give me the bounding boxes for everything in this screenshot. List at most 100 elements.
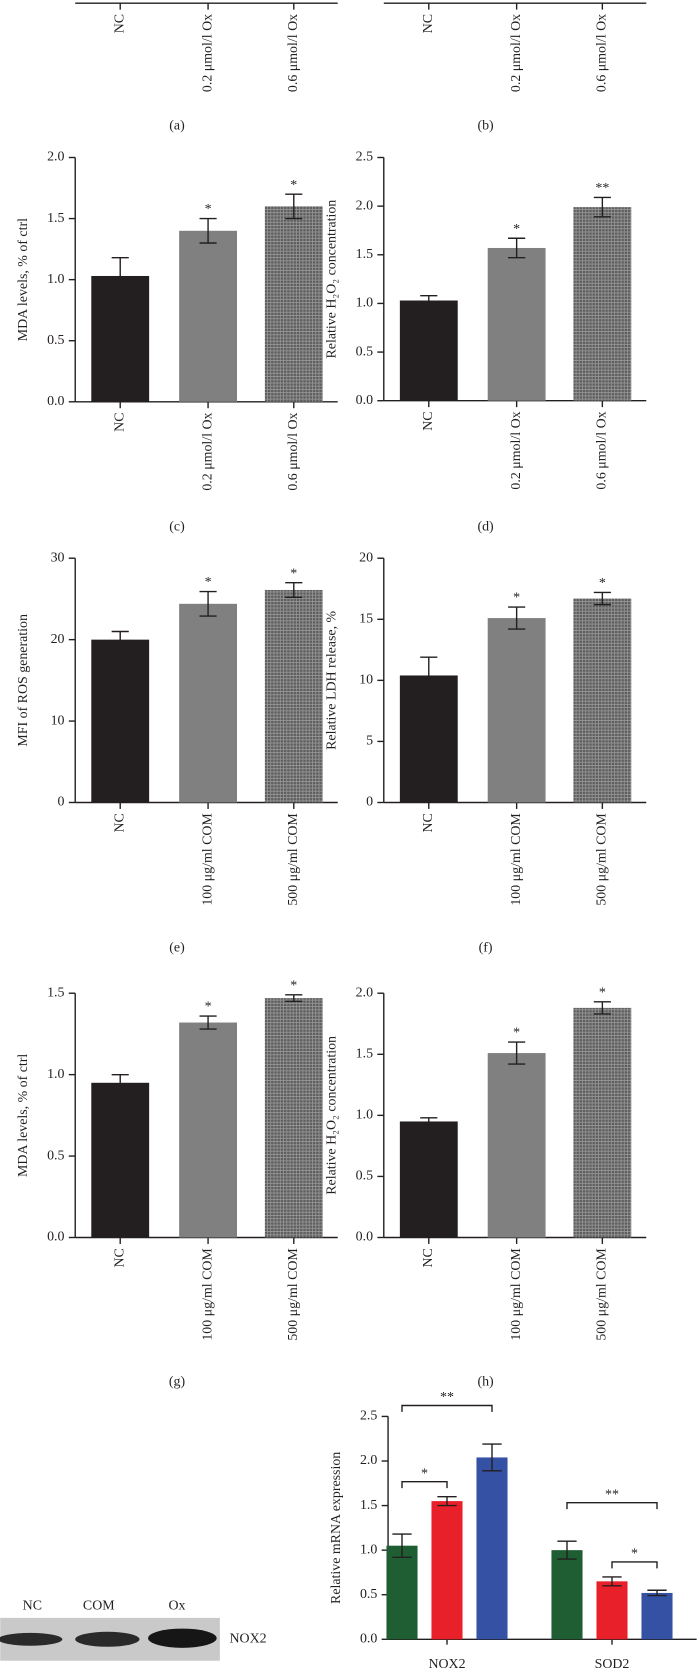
error-bar: [508, 606, 526, 630]
error-bar: [557, 1540, 577, 1560]
error-bar: [199, 217, 217, 244]
error-bar: [199, 1015, 217, 1030]
y-tick-label: 1.0: [360, 1542, 377, 1557]
error-bar: [593, 591, 611, 606]
y-tick-label: 30: [51, 550, 65, 565]
bar: [179, 230, 237, 402]
x-tick-label: 0.2 μmol/l Ox: [200, 412, 215, 490]
western-blot: [0, 1617, 220, 1661]
bar: [399, 675, 458, 803]
panel-label: (d): [477, 519, 494, 534]
error-bar: [508, 1041, 526, 1065]
bar: [91, 1082, 150, 1238]
bar: [487, 1053, 546, 1238]
x-tick-label: 0.2 μmol/l Ox: [509, 14, 524, 92]
significance-label: *: [513, 222, 520, 237]
x-tick-label: 500 μg/ml COM: [286, 1248, 301, 1340]
significance-label: *: [513, 1026, 520, 1041]
x-tick-label: 0.6 μmol/l Ox: [595, 14, 610, 92]
y-tick-label: 0.5: [47, 333, 64, 348]
error-bar: [602, 1576, 622, 1587]
bar: [399, 300, 458, 401]
error-bar: [285, 193, 303, 220]
x-tick-label: NOX2: [428, 1657, 465, 1672]
error-bar: [420, 656, 438, 695]
y-tick-label: 10: [359, 673, 373, 688]
x-tick-label: NC: [421, 14, 436, 33]
significance-label: **: [440, 1390, 454, 1405]
error-bar: [593, 1001, 611, 1015]
y-tick-label: 1.5: [47, 985, 64, 1000]
error-bar: [647, 1589, 667, 1597]
panel-label: (h): [477, 1374, 494, 1389]
y-tick-label: 2.5: [360, 1409, 377, 1424]
error-bar: [199, 590, 217, 617]
bar: [264, 206, 323, 402]
significance-bracket: [401, 1480, 448, 1489]
error-bar: [420, 1117, 438, 1126]
x-tick-label: 100 μg/ml COM: [200, 813, 215, 905]
error-bar: [392, 1533, 412, 1558]
x-tick-label: NC: [421, 1248, 436, 1267]
y-tick-label: 20: [51, 632, 65, 647]
error-bar: [482, 1443, 502, 1472]
error-bar: [285, 994, 303, 1003]
significance-bracket: [611, 1561, 658, 1569]
blot-lane-label: COM: [83, 1598, 115, 1613]
bar: [91, 639, 150, 803]
significance-bracket: [566, 1501, 658, 1510]
bar: [596, 1581, 628, 1640]
bar: [179, 603, 237, 803]
y-tick-label: 0.5: [47, 1148, 64, 1163]
x-tick-label: NC: [112, 813, 127, 832]
bar: [641, 1592, 673, 1640]
significance-label: *: [599, 985, 606, 1000]
x-tick-label: 500 μg/ml COM: [595, 1248, 610, 1340]
significance-bracket: [401, 1404, 493, 1412]
significance-label: *: [290, 178, 297, 193]
error-bar: [111, 630, 129, 649]
bar: [399, 1121, 458, 1238]
x-tick-label: 100 μg/ml COM: [509, 813, 524, 905]
y-tick-label: 1.0: [356, 1108, 373, 1123]
y-tick-label: 10: [51, 713, 65, 728]
significance-label: *: [421, 1466, 428, 1481]
y-tick-label: 0.5: [356, 344, 373, 359]
blot-lane-label: NC: [23, 1598, 42, 1613]
y-tick-label: 2.0: [360, 1453, 377, 1468]
error-bar: [285, 581, 303, 598]
x-tick-label: NC: [112, 413, 127, 432]
significance-label: **: [605, 1487, 619, 1502]
y-tick-label: 1.0: [47, 1067, 64, 1082]
y-tick-label: 0: [58, 795, 65, 810]
x-tick-label: 0.6 μmol/l Ox: [286, 14, 301, 92]
significance-label: *: [599, 576, 606, 591]
bar: [264, 998, 323, 1238]
y-tick-label: 0.0: [356, 1230, 373, 1245]
panel-label: (a): [169, 119, 185, 134]
y-tick-label: 0.0: [356, 393, 373, 408]
significance-label: *: [290, 978, 297, 993]
y-tick-label: 0.0: [360, 1631, 377, 1646]
x-tick-label: 100 μg/ml COM: [509, 1248, 524, 1340]
y-tick-label: 1.0: [356, 296, 373, 311]
panel-label: (g): [169, 1374, 186, 1389]
y-tick-label: 0.5: [360, 1587, 377, 1602]
x-tick-label: 500 μg/ml COM: [595, 813, 610, 905]
bar: [91, 275, 150, 402]
x-tick-label: NC: [421, 813, 436, 832]
x-tick-label: SOD2: [595, 1657, 630, 1672]
y-tick-label: 5: [366, 734, 373, 749]
significance-label: *: [513, 591, 520, 606]
bar: [476, 1457, 508, 1640]
bar: [573, 598, 632, 803]
panel-label: (f): [479, 940, 493, 955]
bar: [487, 247, 546, 401]
error-bar: [420, 294, 438, 307]
bar: [431, 1501, 463, 1640]
y-tick-label: 0.0: [47, 1230, 64, 1245]
y-axis-title: MDA levels, % of ctrl: [16, 218, 31, 341]
x-tick-label: 100 μg/ml COM: [200, 1248, 215, 1340]
significance-label: *: [205, 575, 212, 590]
